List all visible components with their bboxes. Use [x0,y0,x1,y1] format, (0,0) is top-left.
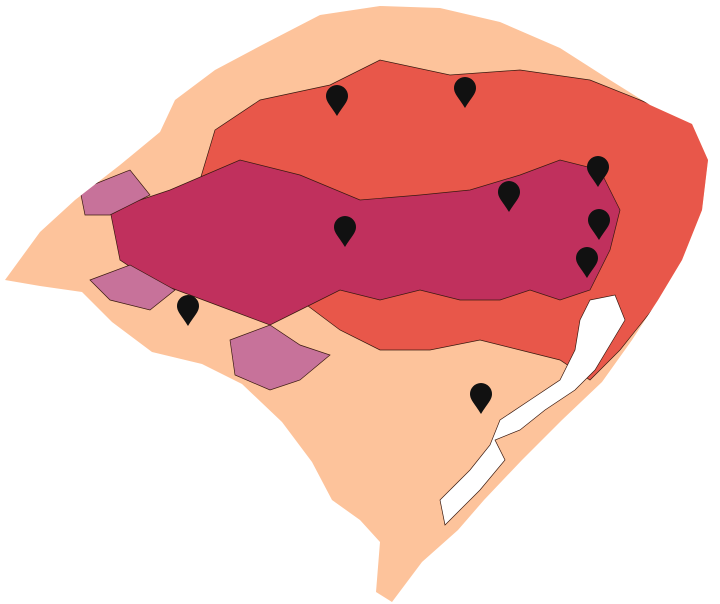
markers [177,77,610,414]
marker [576,247,598,278]
marker [334,216,356,247]
marker [588,209,610,240]
marker [454,77,476,108]
region-west-c [229,324,331,391]
marker [326,85,348,116]
marker [587,156,609,187]
region-west-a [79,169,151,216]
marker [470,383,492,414]
region-central [109,159,621,326]
region-west-b [89,264,176,311]
marker [498,181,520,212]
lagoon [439,294,626,526]
marker [177,295,199,326]
